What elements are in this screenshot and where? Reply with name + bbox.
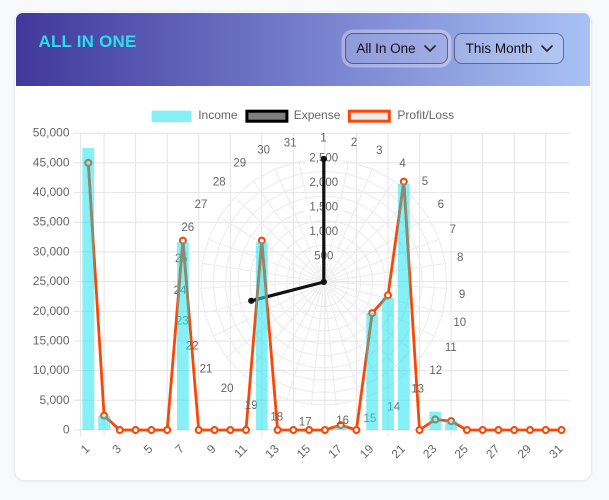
svg-text:21: 21 (200, 363, 213, 375)
svg-text:27: 27 (195, 199, 208, 211)
svg-text:Expense: Expense (294, 108, 341, 122)
svg-text:4: 4 (399, 158, 406, 170)
svg-text:3: 3 (109, 442, 124, 457)
svg-text:11: 11 (231, 441, 250, 460)
svg-text:10: 10 (453, 317, 466, 329)
svg-text:9: 9 (204, 442, 219, 457)
svg-text:6: 6 (438, 199, 444, 211)
svg-text:40,000: 40,000 (33, 185, 70, 199)
svg-text:7: 7 (172, 442, 187, 457)
svg-text:10,000: 10,000 (33, 363, 70, 377)
svg-text:7: 7 (450, 224, 456, 236)
svg-text:2: 2 (351, 137, 357, 149)
svg-text:17: 17 (299, 417, 312, 429)
svg-text:19: 19 (357, 441, 377, 461)
svg-text:35,000: 35,000 (33, 215, 70, 229)
svg-text:12: 12 (429, 365, 442, 377)
svg-text:31: 31 (546, 441, 566, 461)
svg-text:29: 29 (233, 158, 246, 170)
svg-text:17: 17 (325, 441, 345, 461)
svg-text:21: 21 (389, 441, 409, 461)
svg-text:8: 8 (457, 252, 463, 264)
svg-text:20,000: 20,000 (33, 304, 70, 318)
svg-text:27: 27 (483, 441, 503, 461)
svg-text:31: 31 (284, 138, 297, 150)
svg-text:13: 13 (262, 441, 282, 461)
svg-text:50,000: 50,000 (33, 126, 70, 140)
svg-text:16: 16 (336, 415, 349, 427)
svg-text:11: 11 (445, 342, 457, 354)
svg-text:0: 0 (63, 423, 70, 437)
svg-text:26: 26 (181, 222, 194, 234)
svg-text:30,000: 30,000 (33, 244, 70, 258)
svg-text:25,000: 25,000 (33, 274, 70, 288)
svg-text:Profit/Loss: Profit/Loss (397, 108, 454, 122)
svg-text:15,000: 15,000 (33, 334, 70, 348)
svg-text:Income: Income (198, 108, 238, 122)
svg-text:1: 1 (78, 442, 93, 457)
svg-text:9: 9 (459, 289, 465, 301)
svg-text:20: 20 (221, 383, 234, 395)
svg-text:25: 25 (452, 441, 472, 461)
svg-text:5: 5 (422, 176, 428, 188)
svg-text:28: 28 (213, 177, 226, 189)
svg-text:5,000: 5,000 (39, 393, 69, 407)
svg-text:3: 3 (376, 145, 382, 157)
svg-text:1: 1 (320, 132, 326, 144)
svg-text:5: 5 (141, 442, 156, 457)
svg-text:15: 15 (294, 441, 314, 461)
svg-text:45,000: 45,000 (33, 155, 70, 169)
svg-text:30: 30 (257, 144, 270, 156)
svg-text:23: 23 (420, 441, 440, 461)
svg-text:29: 29 (515, 441, 535, 461)
